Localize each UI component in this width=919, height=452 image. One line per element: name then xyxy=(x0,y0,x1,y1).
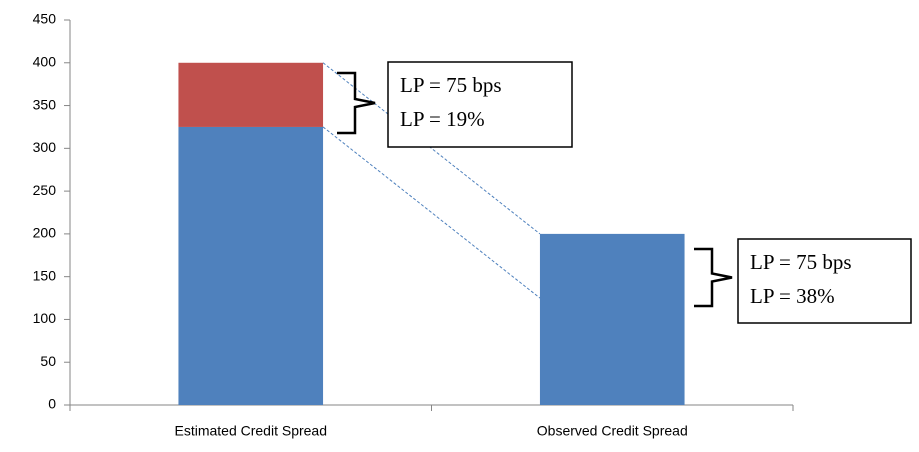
y-tick-label: 150 xyxy=(33,267,57,283)
annotation-text: LP = 75 bps xyxy=(400,73,502,97)
y-tick-label: 350 xyxy=(33,96,57,112)
y-tick-label: 50 xyxy=(40,353,56,369)
connector xyxy=(322,126,541,299)
bar-segment xyxy=(178,62,324,127)
brace xyxy=(694,247,733,308)
bar-segment xyxy=(178,126,324,405)
connector xyxy=(322,62,541,235)
annotation-text: LP = 75 bps xyxy=(750,250,852,274)
y-tick-label: 400 xyxy=(33,53,57,69)
bar-segment xyxy=(539,233,685,405)
y-tick-label: 450 xyxy=(33,11,57,27)
annotation-text: LP = 19% xyxy=(400,107,485,131)
y-tick-label: 100 xyxy=(33,310,57,326)
x-tick-label: Estimated Credit Spread xyxy=(174,423,327,439)
brace xyxy=(337,71,376,135)
y-tick-label: 250 xyxy=(33,182,57,198)
x-tick-label: Observed Credit Spread xyxy=(537,423,688,439)
annotation-text: LP = 38% xyxy=(750,284,835,308)
y-tick-label: 200 xyxy=(33,225,57,241)
annotation-box xyxy=(387,61,573,148)
y-tick-label: 300 xyxy=(33,139,57,155)
annotation-box xyxy=(737,238,912,324)
y-tick-label: 0 xyxy=(48,396,56,412)
